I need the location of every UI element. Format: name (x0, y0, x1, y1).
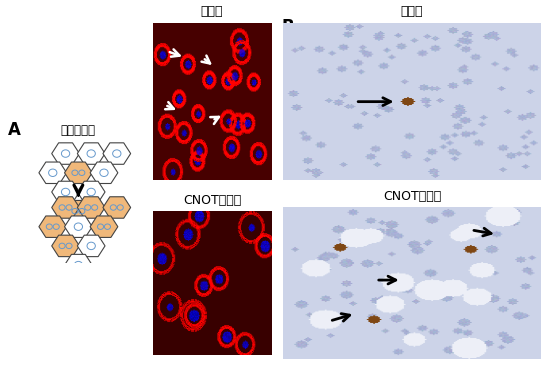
Polygon shape (52, 143, 79, 164)
Polygon shape (90, 162, 118, 184)
Text: B: B (281, 17, 294, 36)
Polygon shape (64, 254, 92, 276)
Polygon shape (78, 197, 105, 218)
Text: CNOT変異体: CNOT変異体 (383, 190, 441, 203)
Polygon shape (64, 162, 92, 184)
Text: 未成熟肝臓: 未成熟肝臓 (61, 124, 96, 138)
Polygon shape (78, 181, 105, 203)
Polygon shape (103, 143, 131, 164)
Polygon shape (103, 197, 131, 218)
Polygon shape (64, 200, 92, 222)
Polygon shape (52, 197, 79, 218)
Polygon shape (39, 162, 67, 184)
Polygon shape (78, 143, 105, 164)
Polygon shape (64, 216, 92, 238)
Polygon shape (90, 216, 118, 238)
Polygon shape (52, 181, 79, 203)
Text: 野生型: 野生型 (401, 5, 423, 18)
Text: A: A (8, 122, 21, 139)
Polygon shape (39, 216, 67, 238)
Text: CNOT変異体: CNOT変異体 (183, 193, 241, 207)
Text: 野生型: 野生型 (201, 5, 223, 18)
Polygon shape (78, 235, 105, 256)
Polygon shape (52, 235, 79, 256)
